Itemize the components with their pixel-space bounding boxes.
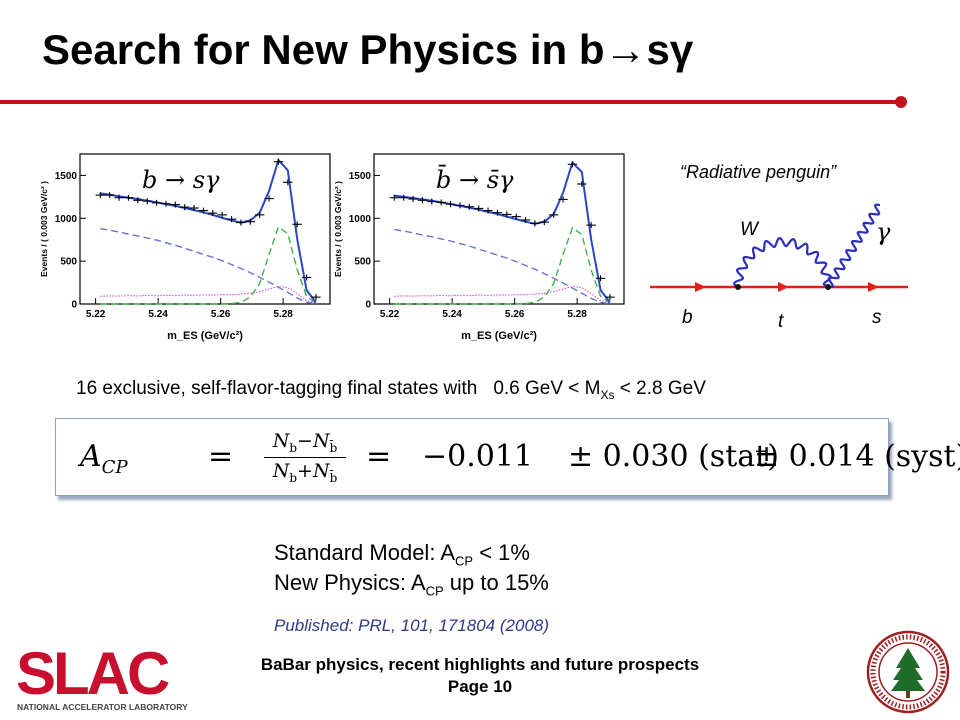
series-peaking-background [100,285,317,304]
svg-text:NATIONAL ACCELERATOR LABORATOR: NATIONAL ACCELERATOR LABORATORY [17,702,188,712]
y-tick-label: 500 [354,257,371,268]
fraction-denominator: Nb+Nb̄ [272,459,338,485]
x-tick-label: 5.24 [442,309,462,320]
vertex-dot [825,284,831,290]
arrow-s [868,282,879,292]
final-states-label: 16 exclusive, self-flavor-tagging final … [76,378,478,399]
x-tick-label: 5.24 [148,309,168,320]
vertex-dot [735,284,741,290]
series-background [100,227,317,305]
equals-sign: = [208,439,234,474]
y-tick-label: 500 [60,257,77,268]
x-tick-label: 5.26 [211,309,231,320]
label-gamma: γ [876,218,891,246]
standard-model-line: Standard Model: ACP < 1% [274,540,530,569]
acp-lhs: ACP [80,439,128,478]
y-tick-label: 1500 [55,171,78,182]
photon-line [827,203,881,289]
series-background [394,228,611,305]
acp-formula-box: ACP = Nb−Nb̄ Nb+Nb̄ = −0.011 ± 0.030 (st… [55,418,960,496]
x-tick-label: 5.28 [273,309,293,320]
plot-label: b̄ → s̄γ [436,165,514,194]
y-tick-label: 1500 [349,171,372,182]
label-t: t [778,311,784,332]
plot-label: b → sγ [142,166,220,194]
label-b: b [682,307,693,328]
y-axis-label: Events / ( 0.003 GeV/c² ) [39,181,49,277]
w-boson-line [733,237,833,288]
title-rule-dot [895,96,907,108]
x-tick-label: 5.22 [380,309,400,320]
acp-stat-error: ± 0.030 (stat) [568,439,779,474]
y-tick-label: 1000 [55,214,78,225]
acp-value: −0.011 [422,439,534,474]
series-peaking-background [394,285,611,304]
page-title: Search for New Physics in b→sγ [42,26,694,73]
label-s: s [872,307,882,328]
x-axis-label: m_ES (GeV/c²) [167,330,243,342]
x-axis-label: m_ES (GeV/c²) [461,330,537,342]
label-w: W [740,219,760,240]
arrow-b [695,282,706,292]
penguin-diagram: W γ b t s [650,203,908,332]
diagram-caption: “Radiative penguin” [680,162,837,182]
y-tick-label: 0 [71,300,77,311]
mes-plot-bbar: 0 500 1000 1500 5.22 5.24 5.26 5.28 m_ES (GeV/c²… [333,153,625,342]
acp-syst-error: ± 0.014 (syst) [754,439,960,474]
mass-range-sub: Xs [600,387,615,402]
svg-text:SLAC: SLAC [16,640,169,707]
mass-range-pre: 0.6 GeV < M [493,378,601,399]
final-states-text: 16 exclusive, self-flavor-tagging final … [76,378,706,402]
arrow-t [778,282,789,292]
equals-sign-2: = [366,439,392,474]
stanford-seal-logo [866,630,950,714]
y-tick-label: 0 [365,300,371,311]
published-reference: Published: PRL, 101, 171804 (2008) [274,616,550,635]
footer-page-number: Page 10 [447,677,513,696]
mass-range-post: < 2.8 GeV [614,378,706,399]
fraction-numerator: Nb−Nb̄ [264,430,346,458]
y-axis-label: Events / ( 0.003 GeV/c² ) [333,181,343,277]
slac-logo: SLAC NATIONAL ACCELERATOR LABORATORY [16,640,188,712]
series-signal [100,225,317,305]
acp-fraction: Nb−Nb̄ Nb+Nb̄ [264,430,346,485]
mes-plot-b: 0 500 1000 1500 5.22 5.24 5.26 5.28 m_ES (GeV/c²… [39,153,331,342]
footer-title: BaBar physics, recent highlights and fut… [260,655,700,674]
x-tick-label: 5.26 [505,309,525,320]
x-tick-label: 5.22 [86,309,106,320]
title-rule [0,100,900,104]
new-physics-line: New Physics: ACP up to 15% [274,570,549,599]
x-tick-label: 5.28 [567,309,587,320]
series-signal [394,226,611,305]
y-tick-label: 1000 [349,214,372,225]
